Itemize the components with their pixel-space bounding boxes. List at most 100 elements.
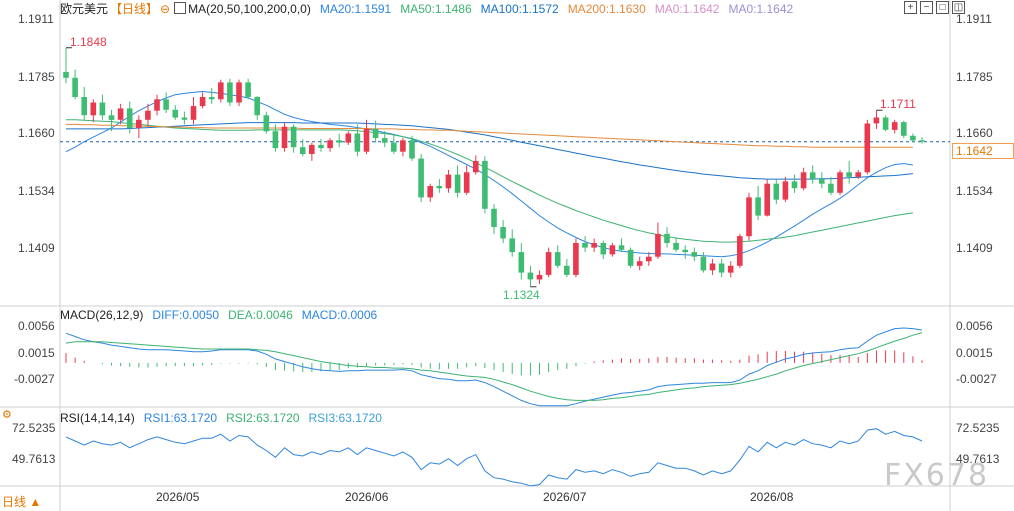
candle-body [873,117,880,124]
candle-body [381,138,388,143]
candle-body [90,102,97,116]
macd-tick-label: 0.0015 [956,346,993,360]
price-tick-label-left: 1.1534 [18,184,55,198]
candle-body [764,183,770,216]
candle-body [354,133,361,152]
period-label[interactable]: 【日线】 [110,2,159,16]
settings-icon[interactable]: ⊖ [160,2,171,16]
rsi-line [65,428,923,487]
candle-body [336,140,342,143]
recent-high-annotation: 1.1711 [880,97,916,111]
price-tick-label: 1.1911 [956,12,992,26]
macd-value: MACD:0.0006 [301,308,378,322]
rsi-header: RSI(14,14,14) RSI1:63.1720 RSI2:63.1720 RSI… [60,411,391,425]
candle-body [655,233,661,257]
candle-body [208,97,215,100]
rsi-settings-icon[interactable]: ⚙ [2,409,12,421]
candle-body [299,147,306,154]
candle-body [919,140,925,142]
candle-body [773,183,780,200]
macd-tick-label: 0.0056 [956,319,993,333]
candle-body [199,97,206,107]
macd-tick-label-left: 0.0015 [18,346,55,360]
candle-body [737,236,743,266]
candle-body [691,252,698,257]
zoom-out-icon[interactable]: − [920,1,933,14]
ma-icon[interactable] [174,2,187,14]
candle-body [901,122,907,136]
candle-body [882,117,889,130]
ma-line-ma100 [66,122,913,180]
candle-body [117,108,124,120]
candle-body [727,265,734,273]
macd-title: MACD(26,12,9) [60,308,144,322]
candle-body [791,181,798,189]
candle-body [482,160,488,209]
candle-body [819,179,825,184]
ma-line-ma20 [65,90,913,258]
candle-body [509,238,515,253]
price-tick-label-left: 1.1660 [18,126,55,140]
candle-body [63,71,69,78]
candle-body [682,249,688,253]
candle-body [427,186,433,198]
candle-body [454,174,461,193]
rsi-tick-label: 49.7613 [956,452,1000,466]
candle-body [618,245,625,250]
candle-body [181,117,188,120]
candle-body [846,172,852,177]
date-tick-label: 2026/06 [345,490,389,504]
price-tick-label: 1.1409 [956,241,993,255]
candle-body [646,256,652,262]
candle-body [126,108,133,128]
date-tick-label: 2026/07 [543,490,587,504]
candle-body [718,263,725,273]
maximize-icon[interactable]: □ [936,1,949,14]
price-tick-label-left: 1.1409 [18,241,55,255]
candle-body [463,172,470,193]
candle-body [418,158,424,198]
candle-body [81,97,87,116]
candle-body [591,243,597,248]
period-selector-button[interactable]: 日线 ▲ [2,493,41,510]
candle-body [363,128,370,152]
zoom-in-icon[interactable]: + [904,1,917,14]
candle-body [263,115,270,132]
high-annotation: 1.1848 [70,35,107,49]
candle-body [108,115,115,120]
candle-body [709,263,716,271]
candle-body [318,144,324,149]
candle-body [782,181,789,200]
candle-body [345,133,352,143]
candle-body [636,261,643,266]
ma50-value: MA50:1.1486 [400,2,472,16]
ma-line-ma200 [66,123,913,148]
price-tick-label-left: 1.1911 [18,12,54,26]
restore-icon[interactable]: ◫ [952,1,965,14]
candle-body [245,82,251,97]
candle-body [500,227,506,239]
candle-body [518,252,525,273]
candle-body [573,243,579,275]
candle-body [281,126,288,149]
candle-body [837,172,843,193]
candle-body [391,142,397,152]
candle-body [272,131,279,149]
candle-body [309,144,315,154]
diff-value: DIFF:0.0050 [152,308,220,322]
candle-body [154,99,160,111]
candle-body [527,272,534,280]
candle-body [554,252,561,266]
macd-tick-label-left: -0.0027 [14,372,55,386]
candle-body [673,243,679,250]
candle-body [700,256,707,271]
candle-body [755,197,761,216]
candle-body [190,106,197,120]
candle-body [290,126,297,148]
candle-body [536,274,543,280]
price-tick-label: 1.1785 [956,70,993,84]
candle-body [172,109,179,118]
candle-body [609,245,616,255]
candle-body [145,110,151,120]
